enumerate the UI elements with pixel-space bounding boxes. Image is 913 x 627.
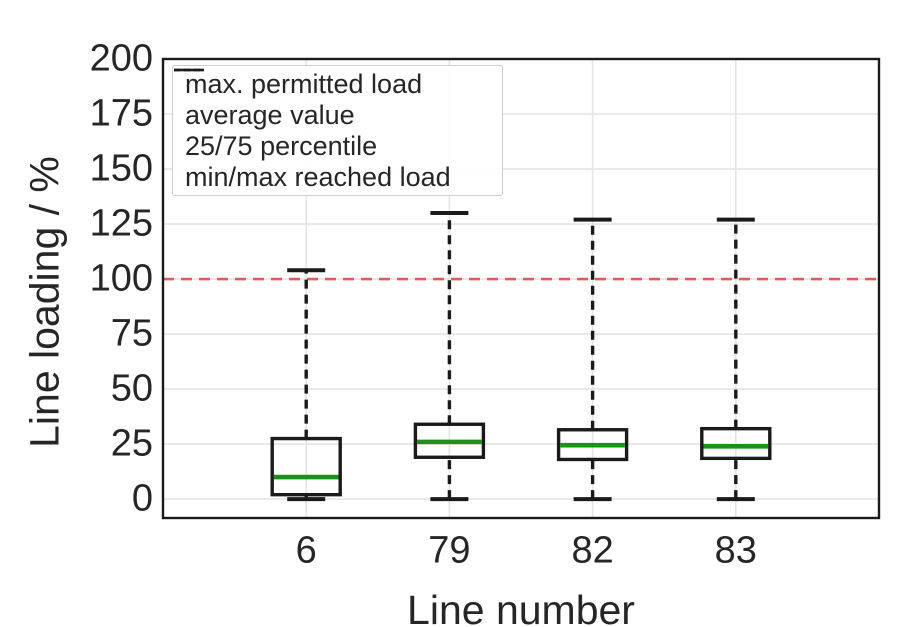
legend-label: max. permitted load bbox=[185, 69, 423, 100]
y-tick-label: 100 bbox=[89, 257, 153, 300]
y-tick-label: 25 bbox=[110, 422, 153, 465]
iqr-box bbox=[270, 436, 342, 497]
y-tick-label: 175 bbox=[89, 92, 153, 135]
iqr-box bbox=[700, 426, 772, 461]
legend-item: min/max reached load bbox=[174, 68, 492, 192]
legend-line-swatch bbox=[174, 68, 204, 72]
legend: max. permitted load average value 25/75 pe… bbox=[172, 65, 503, 196]
x-tick-label: 83 bbox=[714, 529, 757, 572]
plot-border bbox=[161, 57, 881, 520]
legend-label: min/max reached load bbox=[185, 161, 451, 192]
x-tick-label: 82 bbox=[571, 529, 614, 572]
x-tick-label: 6 bbox=[295, 529, 317, 572]
y-tick-label: 125 bbox=[89, 202, 153, 245]
iqr-box bbox=[413, 422, 486, 459]
y-axis-title: Line loading / % bbox=[21, 156, 68, 448]
legend-item: 25/75 percentile bbox=[174, 68, 492, 161]
y-tick-label: 0 bbox=[131, 477, 153, 520]
legend-item: max. permitted load bbox=[174, 68, 492, 100]
legend-item: average value bbox=[174, 68, 492, 131]
legend-label: average value bbox=[185, 100, 355, 131]
x-axis-title: Line number bbox=[407, 587, 635, 627]
legend-label: 25/75 percentile bbox=[185, 130, 378, 161]
iqr-box bbox=[556, 428, 629, 462]
y-tick-label: 50 bbox=[110, 367, 153, 410]
x-tick-label: 79 bbox=[428, 529, 471, 572]
y-tick-label: 75 bbox=[110, 312, 153, 355]
y-tick-label: 150 bbox=[89, 147, 153, 190]
y-tick-label: 200 bbox=[89, 37, 153, 80]
